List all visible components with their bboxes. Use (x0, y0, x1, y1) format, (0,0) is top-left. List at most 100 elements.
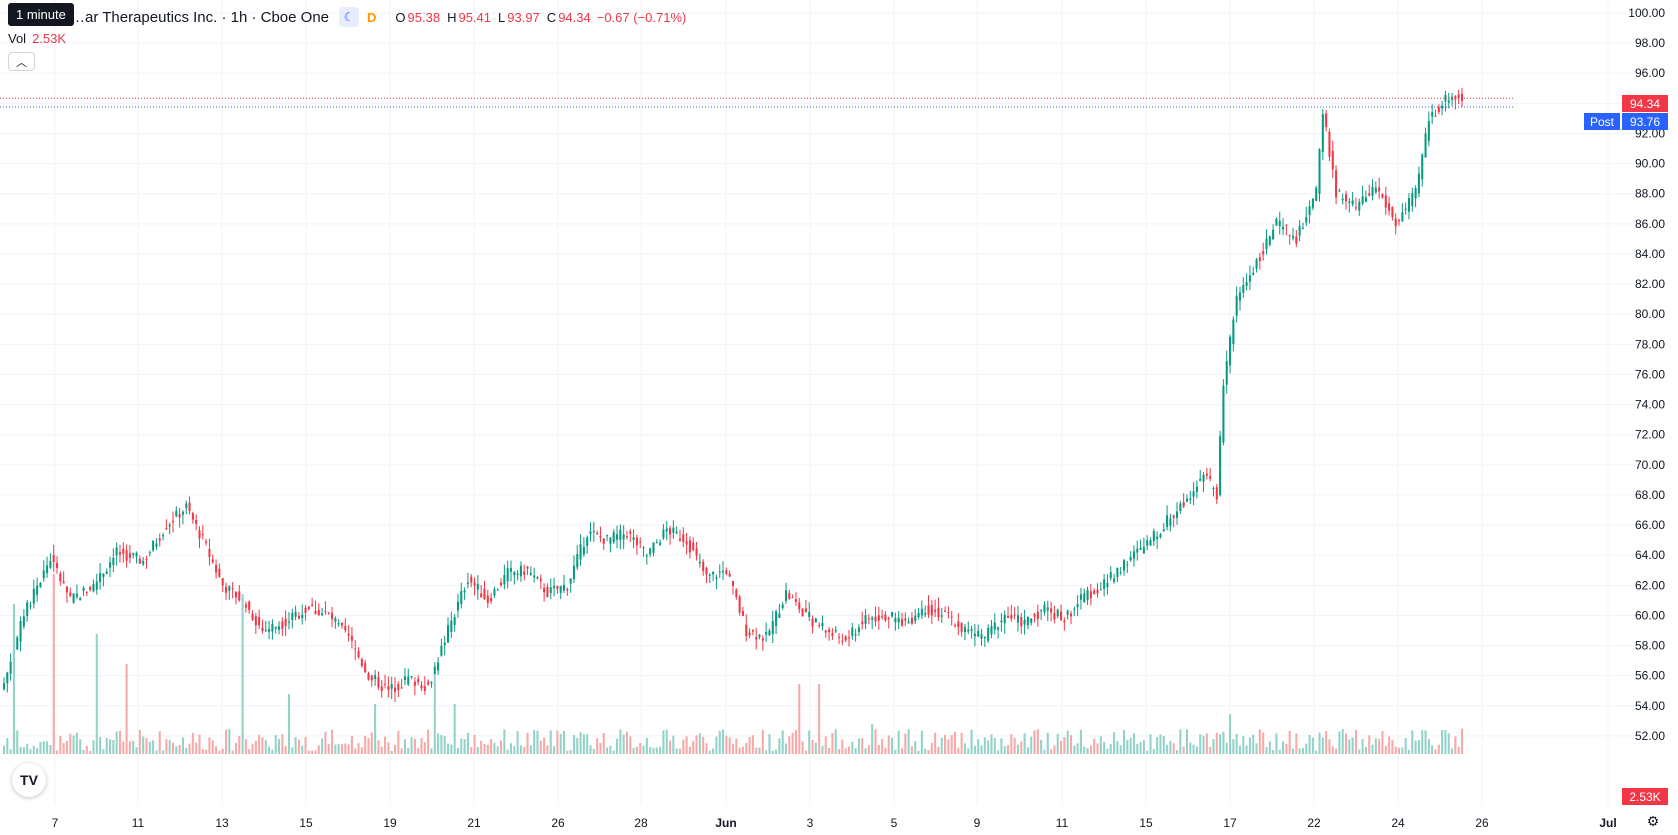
volume-bar (881, 738, 884, 754)
volume-bar (1255, 743, 1258, 754)
volume-bar (516, 731, 519, 754)
volume-bar (1109, 744, 1112, 754)
volume-bar (301, 745, 304, 754)
volume-bar (1026, 747, 1029, 754)
candle-body (185, 503, 188, 509)
candle-body (758, 634, 761, 638)
volume-bar (924, 748, 927, 754)
candle-body (307, 606, 310, 610)
candle-body (808, 612, 811, 617)
candle-body (1275, 218, 1278, 226)
candle-body (980, 634, 983, 639)
volume-bar (566, 750, 569, 754)
volume-bar (344, 743, 347, 754)
volume-bar (387, 742, 390, 754)
volume-bar (1060, 740, 1063, 754)
candle-body (708, 574, 711, 576)
candle-body (231, 588, 234, 590)
volume-bar (635, 746, 638, 754)
volume-bar (62, 743, 65, 754)
symbol-title[interactable]: …ar Therapeutics Inc. · 1h · Cboe One (70, 8, 330, 26)
volume-bar (914, 741, 917, 754)
x-tick-label: 3 (807, 816, 814, 830)
candle-body (897, 617, 900, 623)
volume-bar (218, 750, 221, 754)
candle-body (145, 559, 148, 561)
candle-body (142, 561, 145, 565)
volume-bar (891, 737, 894, 754)
volume-bar (927, 749, 930, 754)
volume-bar (1069, 735, 1073, 754)
y-tick-label: 84.00 (1635, 247, 1665, 261)
delay-badge[interactable]: D (367, 9, 377, 25)
x-tick-label: Jun (715, 816, 736, 830)
candle-body (191, 513, 194, 520)
volume-bar (1000, 738, 1003, 754)
candle-body (427, 681, 430, 685)
volume-bar (347, 744, 350, 754)
collapse-legend-button[interactable]: ︿ (8, 52, 35, 71)
volume-bar (450, 744, 453, 754)
candle-body (1122, 560, 1126, 571)
volume-bar (1083, 746, 1086, 754)
volume-bar (854, 748, 857, 754)
candle-body (818, 625, 821, 627)
candle-body (1069, 613, 1073, 617)
candle-body (1437, 106, 1440, 113)
volume-bar (400, 748, 403, 754)
candle-body (1398, 220, 1401, 222)
candle-body (533, 575, 536, 578)
volume-bar (678, 748, 682, 754)
candle-body (1308, 206, 1311, 216)
candle-body (1245, 282, 1248, 287)
volume-bar (1185, 729, 1188, 754)
volume-bar (957, 747, 960, 754)
volume-legend[interactable]: Vol 2.53K (8, 31, 66, 46)
volume-bar (1113, 732, 1116, 754)
volume-bar (1374, 738, 1377, 754)
candle-body (967, 629, 970, 632)
candle-body (271, 623, 274, 632)
candle-body (473, 582, 476, 586)
candle-body (1179, 503, 1182, 511)
candle-body (900, 619, 904, 626)
volume-bar (39, 741, 42, 754)
candle-body (1192, 491, 1195, 497)
volume-bar (49, 745, 52, 754)
volume-bar (1073, 745, 1076, 754)
candle-body (387, 685, 390, 690)
candle-body (228, 585, 231, 591)
volume-bar (685, 736, 688, 754)
x-tick-label: 7 (52, 816, 59, 830)
volume-bar (32, 745, 35, 754)
volume-bar (526, 732, 529, 754)
volume-bar (970, 729, 973, 754)
tradingview-logo-icon[interactable]: TV (12, 763, 46, 797)
candle-body (887, 617, 890, 619)
volume-bar (1199, 734, 1202, 754)
candle-body (1152, 531, 1155, 542)
candle-body (1129, 556, 1132, 561)
candle-body (99, 572, 102, 583)
volume-bar (72, 735, 75, 754)
volume-bar (228, 729, 231, 754)
volume-bar (287, 694, 290, 754)
x-tick-label: 26 (551, 816, 565, 830)
volume-bar (430, 748, 433, 754)
volume-bar (122, 741, 125, 754)
chart-settings-button[interactable]: ⚙ (1644, 812, 1662, 830)
volume-bar (1166, 744, 1169, 754)
volume-bar (582, 734, 585, 754)
candle-body (39, 582, 42, 588)
candle-body (592, 531, 595, 533)
moon-icon[interactable]: ☾ (339, 7, 360, 27)
candle-body (393, 687, 397, 692)
candle-body (877, 615, 880, 621)
candle-body (9, 661, 12, 674)
candle-body (1235, 295, 1238, 316)
candle-body (569, 578, 572, 584)
candle-body (1116, 567, 1119, 578)
candle-body (400, 687, 403, 689)
